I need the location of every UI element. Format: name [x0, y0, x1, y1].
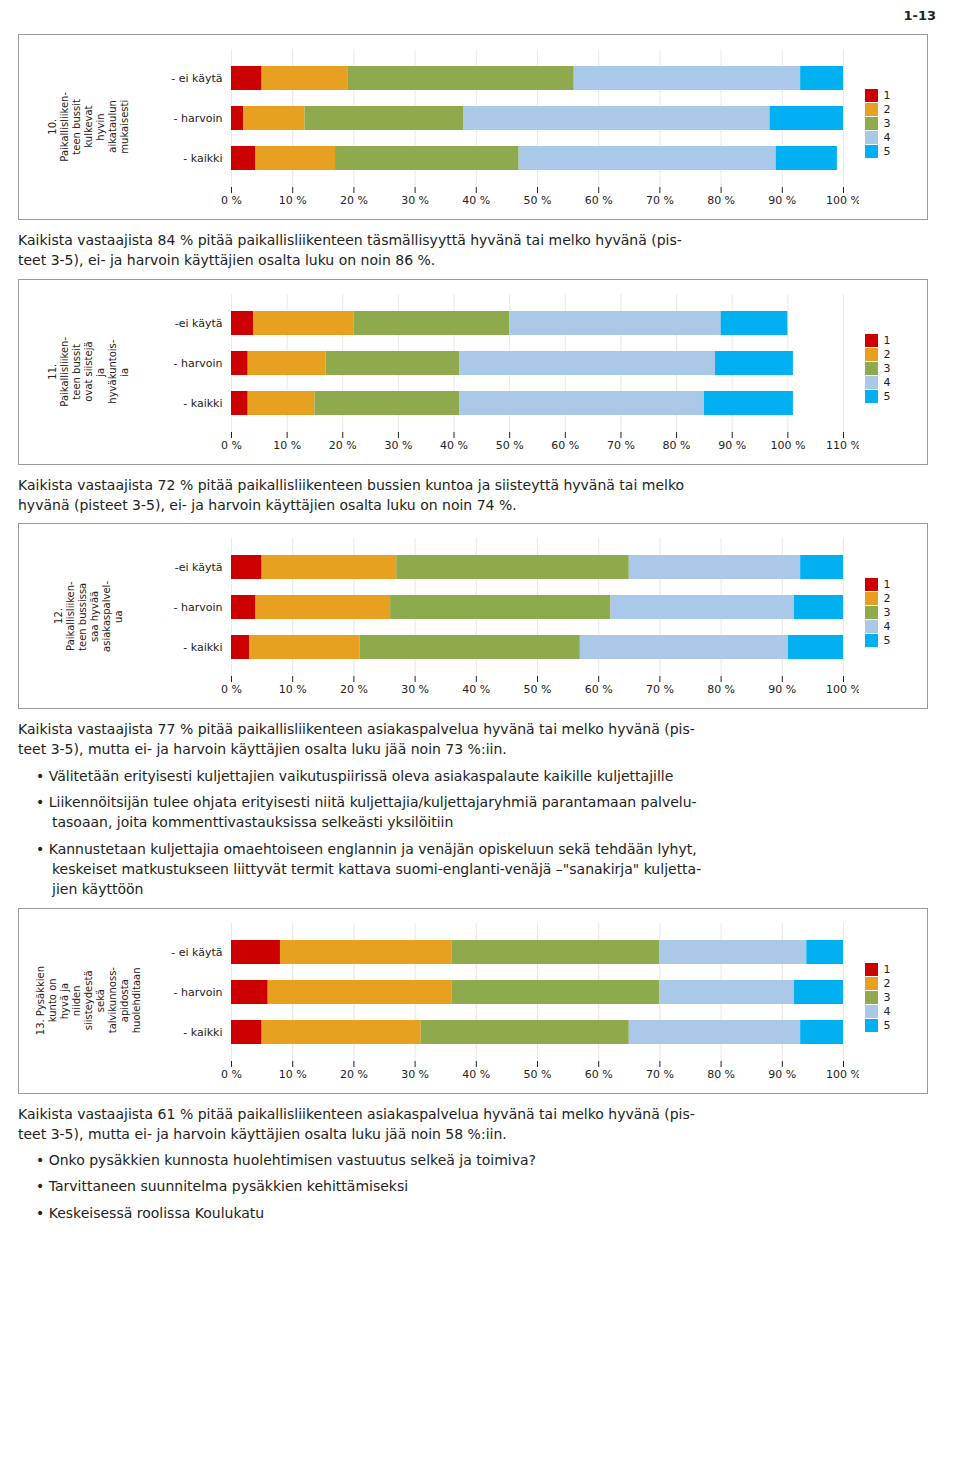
svg-text:90 %: 90 % [718, 439, 746, 452]
html-text:1-13: 1-13 [903, 8, 936, 23]
svg-text:10 %: 10 % [273, 439, 301, 452]
html-text:2: 2 [883, 976, 891, 990]
svg-text:60 %: 60 % [585, 1068, 613, 1081]
html-text:5: 5 [883, 145, 891, 159]
svg-text:100 %: 100 % [826, 194, 859, 207]
svg-text:40 %: 40 % [462, 194, 490, 207]
svg-text:80 %: 80 % [707, 1068, 735, 1081]
svg-text:0 %: 0 % [221, 194, 242, 207]
svg-text:40 %: 40 % [462, 683, 490, 696]
html-text:1: 1 [883, 89, 891, 103]
html-text:3: 3 [883, 361, 891, 375]
html-text:• Onko pysäkkien kunnosta huol: • Onko pysäkkien kunnosta huolehtimisen … [36, 1152, 536, 1169]
svg-text:50 %: 50 % [524, 1068, 552, 1081]
svg-text:70 %: 70 % [646, 1068, 674, 1081]
svg-text:0 %: 0 % [221, 683, 242, 696]
html-text:13. Pysäkkien kunto on hyvä ja: 13. Pysäkkien kunto on hyvä ja niiden si… [35, 966, 142, 1036]
svg-text:30 %: 30 % [401, 194, 429, 207]
svg-text:20 %: 20 % [340, 1068, 368, 1081]
svg-text:10 %: 10 % [279, 1068, 307, 1081]
svg-text:30 %: 30 % [384, 439, 412, 452]
html-text:1: 1 [883, 962, 891, 976]
html-text:12. Paikallisliiken- teen buss: 12. Paikallisliiken- teen bussissa saa h… [53, 580, 124, 652]
svg-text:- kaikki: - kaikki [183, 152, 222, 165]
svg-text:20 %: 20 % [329, 439, 357, 452]
svg-text:90 %: 90 % [768, 1068, 796, 1081]
svg-text:- harvoin: - harvoin [174, 112, 223, 125]
svg-text:30 %: 30 % [401, 683, 429, 696]
svg-text:10 %: 10 % [279, 194, 307, 207]
html-text:• Liikennöitsijän tulee ohjata: • Liikennöitsijän tulee ohjata erityises… [36, 794, 697, 831]
svg-text:100 %: 100 % [770, 439, 805, 452]
html-text:2: 2 [883, 592, 891, 606]
svg-text:- ei käytä: - ei käytä [171, 946, 222, 959]
html-text:• Tarvittaneen suunnitelma pys: • Tarvittaneen suunnitelma pysäkkien keh… [36, 1178, 409, 1195]
svg-text:0 %: 0 % [221, 439, 242, 452]
svg-text:- harvoin: - harvoin [174, 357, 223, 370]
html-text:Kaikista vastaajista 77 % pitä: Kaikista vastaajista 77 % pitää paikalli… [18, 721, 695, 758]
svg-text:- kaikki: - kaikki [183, 641, 222, 654]
html-text:3: 3 [883, 990, 891, 1004]
svg-text:-ei käytä: -ei käytä [175, 561, 223, 574]
html-text:2: 2 [883, 103, 891, 117]
svg-text:90 %: 90 % [768, 683, 796, 696]
html-text:Kaikista vastaajista 72 % pitä: Kaikista vastaajista 72 % pitää paikalli… [18, 476, 685, 513]
svg-text:100 %: 100 % [826, 1068, 859, 1081]
svg-text:40 %: 40 % [462, 1068, 490, 1081]
svg-text:90 %: 90 % [768, 194, 796, 207]
html-text:1: 1 [883, 578, 891, 592]
html-text:5: 5 [883, 634, 891, 648]
html-text:2: 2 [883, 347, 891, 361]
svg-text:60 %: 60 % [585, 683, 613, 696]
html-text:4: 4 [883, 375, 891, 389]
svg-text:0 %: 0 % [221, 1068, 242, 1081]
svg-text:80 %: 80 % [707, 194, 735, 207]
html-text:• Välitetään erityisesti kulje: • Välitetään erityisesti kuljettajien va… [36, 767, 674, 784]
svg-text:- ei käytä: - ei käytä [171, 72, 222, 85]
html-text:11. Paikallisliiken- teen buss: 11. Paikallisliiken- teen bussit ovat si… [47, 336, 130, 407]
svg-text:20 %: 20 % [340, 683, 368, 696]
svg-text:110 %: 110 % [826, 439, 859, 452]
html-text:5: 5 [883, 1018, 891, 1032]
html-text:4: 4 [883, 1004, 891, 1018]
svg-text:100 %: 100 % [826, 683, 859, 696]
svg-text:70 %: 70 % [646, 194, 674, 207]
html-text:Kaikista vastaajista 61 % pitä: Kaikista vastaajista 61 % pitää paikalli… [18, 1105, 695, 1142]
svg-text:- kaikki: - kaikki [183, 1026, 222, 1039]
svg-text:20 %: 20 % [340, 194, 368, 207]
html-text:10. Paikallisliiken- teen buss: 10. Paikallisliiken- teen bussit kulkeva… [47, 92, 130, 162]
svg-text:60 %: 60 % [551, 439, 579, 452]
svg-text:80 %: 80 % [707, 683, 735, 696]
svg-text:80 %: 80 % [663, 439, 691, 452]
html-text:4: 4 [883, 620, 891, 634]
svg-text:50 %: 50 % [524, 194, 552, 207]
html-text:• Keskeisessä roolissa Kouluka: • Keskeisessä roolissa Koulukatu [36, 1204, 265, 1221]
html-text:• Kannustetaan kuljettajia oma: • Kannustetaan kuljettajia omaehtoiseen … [36, 840, 702, 898]
svg-text:- harvoin: - harvoin [174, 601, 223, 614]
svg-text:60 %: 60 % [585, 194, 613, 207]
html-text:1: 1 [883, 333, 891, 347]
html-text:3: 3 [883, 117, 891, 131]
svg-text:70 %: 70 % [646, 683, 674, 696]
html-text:3: 3 [883, 606, 891, 620]
svg-text:- kaikki: - kaikki [183, 397, 222, 410]
svg-text:40 %: 40 % [440, 439, 468, 452]
svg-text:- harvoin: - harvoin [174, 986, 223, 999]
html-text:5: 5 [883, 389, 891, 403]
svg-text:70 %: 70 % [607, 439, 635, 452]
svg-text:-ei käytä: -ei käytä [175, 317, 223, 330]
svg-text:10 %: 10 % [279, 683, 307, 696]
svg-text:50 %: 50 % [524, 683, 552, 696]
svg-text:30 %: 30 % [401, 1068, 429, 1081]
html-text:Kaikista vastaajista 84 % pitä: Kaikista vastaajista 84 % pitää paikalli… [18, 232, 682, 269]
svg-text:50 %: 50 % [496, 439, 524, 452]
html-text:4: 4 [883, 131, 891, 145]
